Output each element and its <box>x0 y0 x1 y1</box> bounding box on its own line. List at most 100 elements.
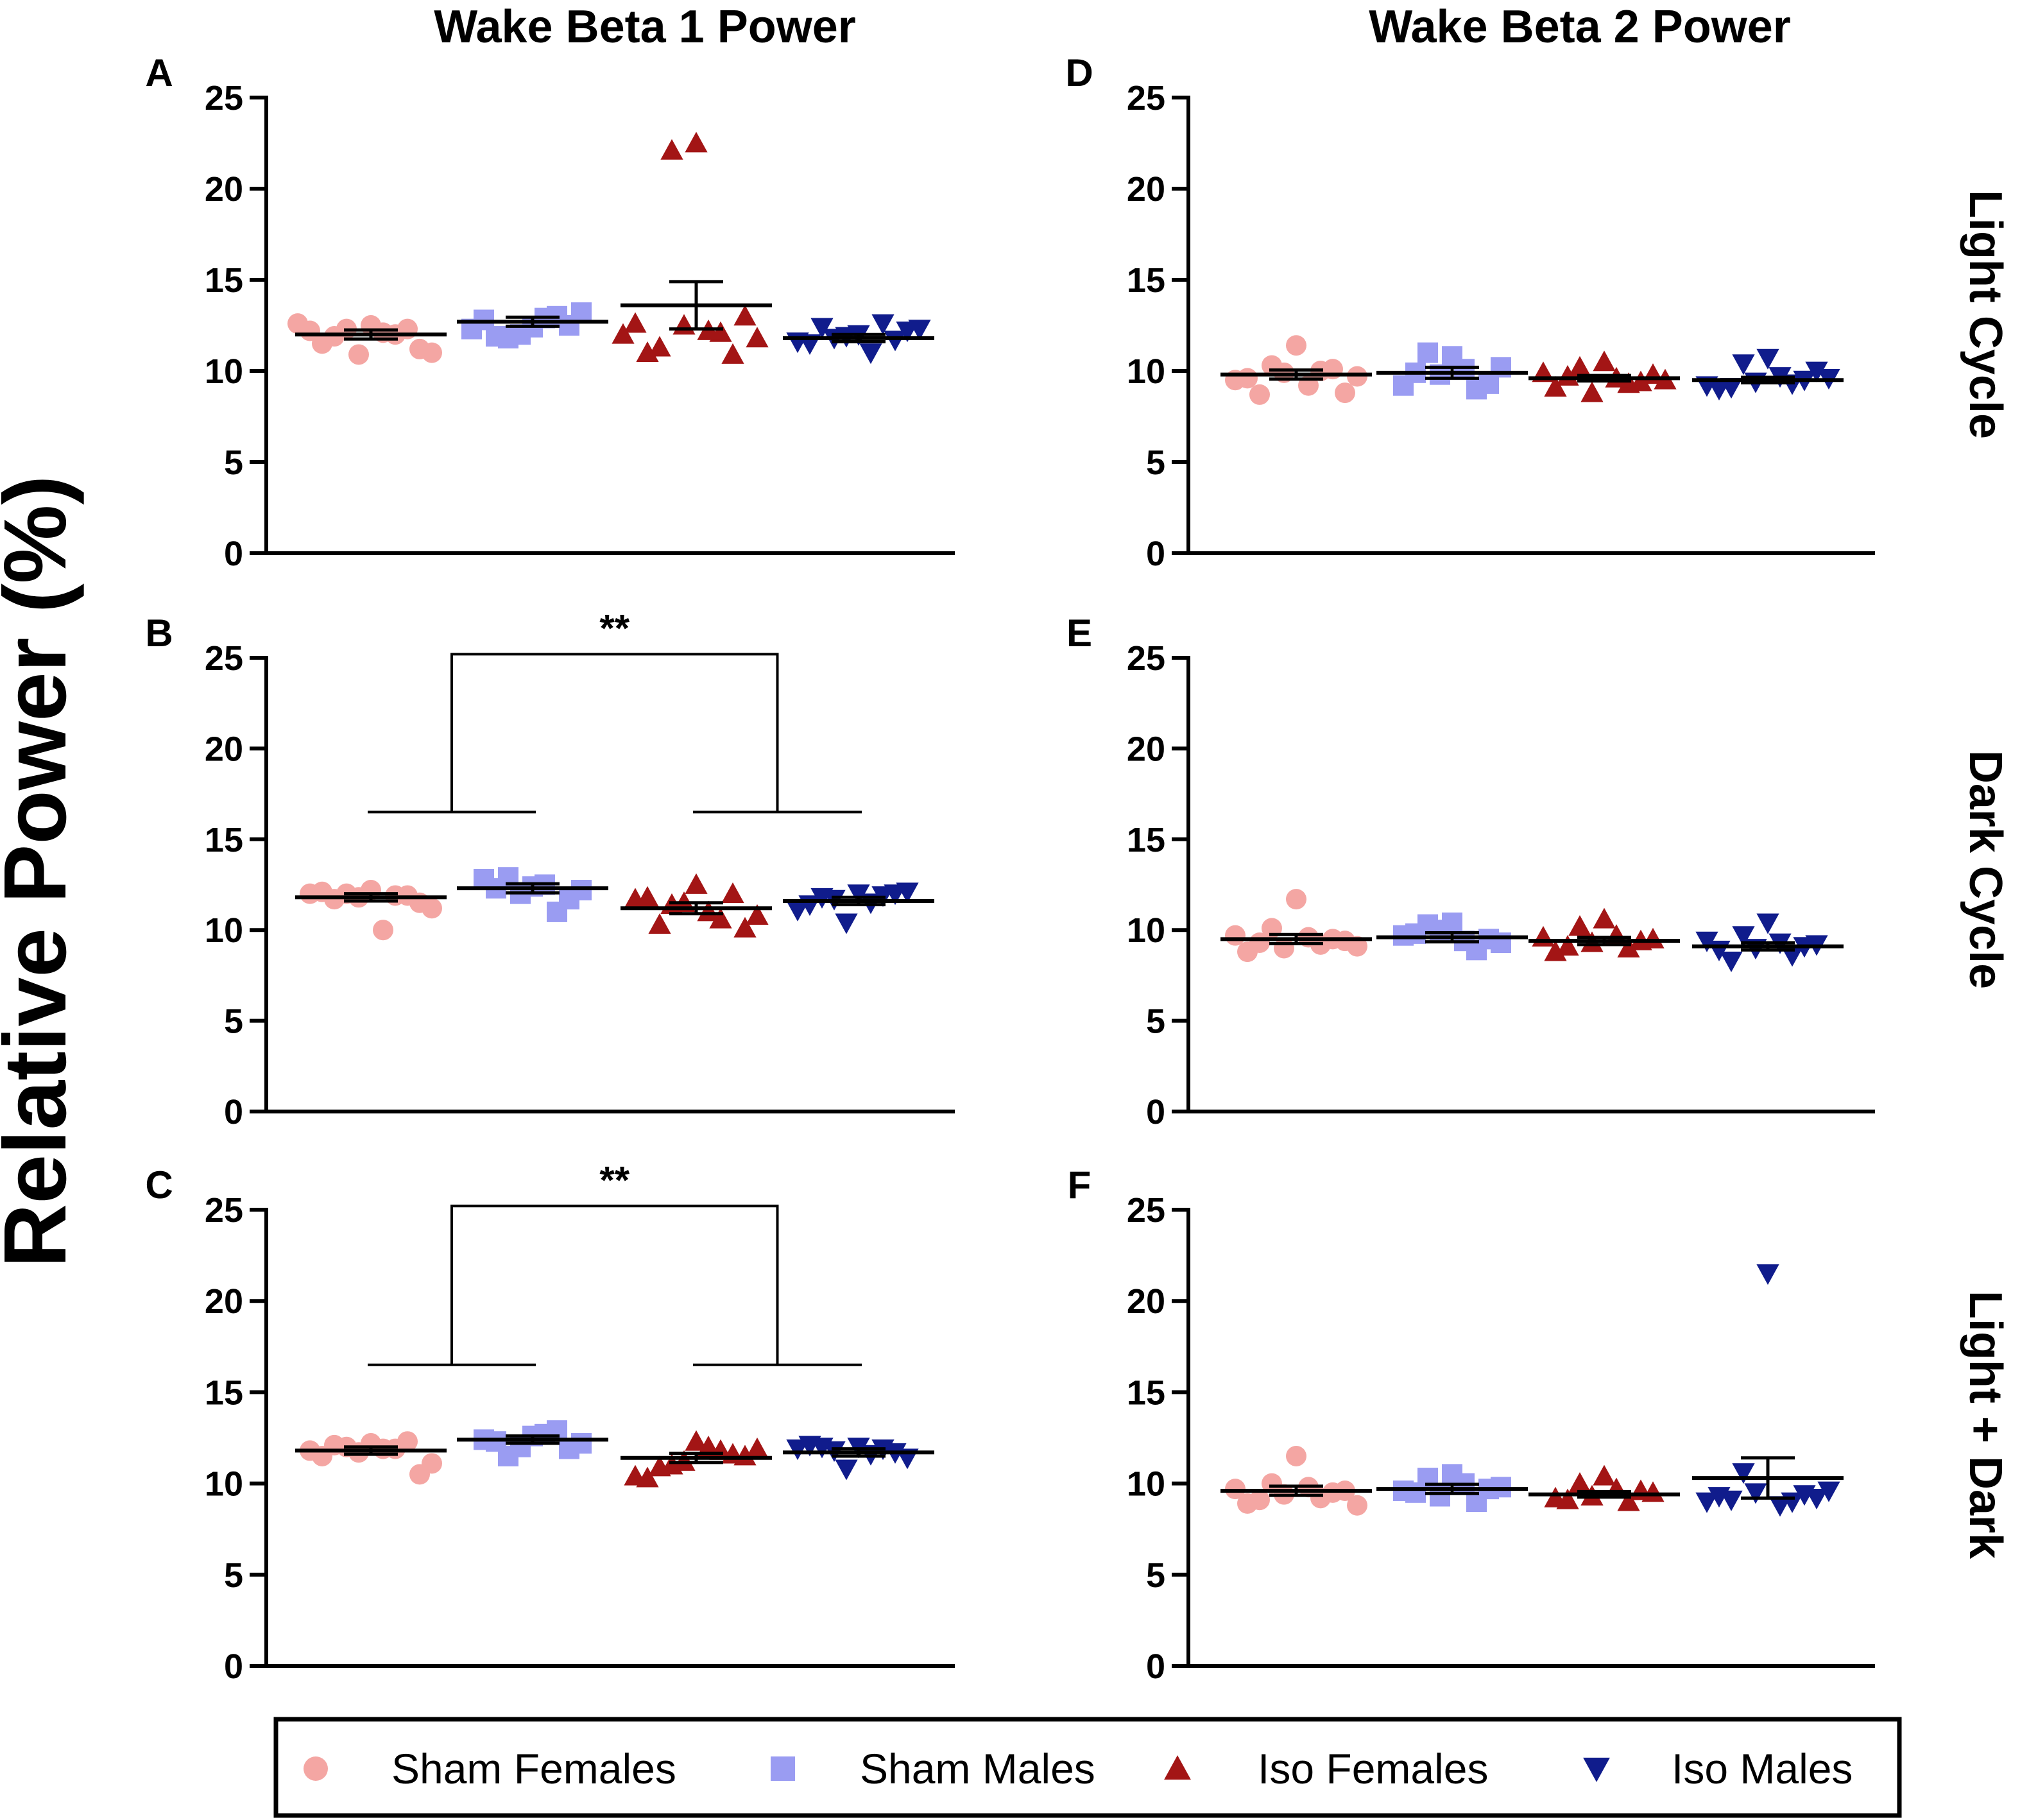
panel-f-y-tick-label: 0 <box>1146 1647 1165 1686</box>
data-point <box>1335 382 1355 404</box>
panel-b-letter: B <box>145 612 173 655</box>
data-point <box>1805 1488 1828 1509</box>
data-point <box>1478 373 1499 394</box>
data-point <box>871 314 895 335</box>
panel-a-y-tick-label: 25 <box>205 79 243 117</box>
data-point <box>1629 370 1652 391</box>
panel-c-y-tick-label: 0 <box>224 1647 243 1686</box>
panel-b-sig-bracket <box>450 653 779 812</box>
data-point <box>1732 354 1755 375</box>
legend-marker-sham-females <box>304 1756 328 1781</box>
data-point <box>786 1439 809 1461</box>
panel-b: B 0 5 10 15 20 25 ** <box>145 606 955 1131</box>
panel-d-y-tick-label: 20 <box>1127 170 1165 209</box>
data-point <box>648 1455 671 1477</box>
data-point <box>1593 350 1616 372</box>
data-point <box>859 343 882 365</box>
data-point <box>1568 914 1591 936</box>
data-point <box>648 336 671 357</box>
panel-f-y-tick-label: 10 <box>1127 1465 1165 1504</box>
data-point <box>697 1436 720 1457</box>
data-point <box>422 1453 442 1474</box>
data-point <box>1768 1496 1792 1517</box>
panel-b-series-iso-females <box>621 873 772 938</box>
data-point <box>835 1459 858 1481</box>
column-title-beta1: Wake Beta 1 Power <box>434 1 856 53</box>
panel-e-letter: E <box>1066 612 1092 655</box>
data-point <box>624 1464 647 1486</box>
legend-item-iso-females: Iso Females <box>1164 1745 1488 1792</box>
panel-a-series-sham-females <box>287 313 447 365</box>
panel-c-y-tick-label: 15 <box>205 1373 243 1412</box>
legend-items: Sham Females Sham Males Iso Females Iso Mal… <box>304 1745 1853 1792</box>
panel-d-y-tick-label: 15 <box>1127 261 1165 300</box>
data-point <box>786 900 809 922</box>
data-point <box>422 898 442 919</box>
panel-c-y-tick-label: 20 <box>205 1282 243 1321</box>
panel-e-y-tick-label: 25 <box>1127 639 1165 678</box>
legend-item-sham-males: Sham Males <box>771 1745 1095 1792</box>
data-point <box>648 913 671 934</box>
data-point <box>1568 356 1591 377</box>
panel-e-series-iso-males <box>1692 913 1844 972</box>
panel-d-series-iso-males <box>1692 348 1844 400</box>
data-point <box>1544 375 1567 397</box>
panel-c-series-iso-females <box>621 1430 772 1488</box>
legend: Sham Females Sham Males Iso Females Iso Mal… <box>273 1717 1902 1818</box>
data-point <box>1249 384 1270 405</box>
panel-a-y-tick-label: 15 <box>205 261 243 300</box>
y-axis-title: Relative Power (%) <box>0 476 85 1268</box>
panel-c-y-tick-label: 25 <box>205 1191 243 1230</box>
panel-c-series-sham-females <box>295 1431 447 1485</box>
panel-c-sig-bracket <box>450 1205 779 1365</box>
panel-b-series-iso-males <box>783 882 934 934</box>
panel-b-y-tick-label: 0 <box>224 1093 243 1131</box>
panel-b-y-tick-label: 25 <box>205 639 243 678</box>
panel-a-y-tick-label: 5 <box>224 443 243 482</box>
panel-f-series-sham-females <box>1220 1445 1372 1516</box>
data-point <box>810 888 834 909</box>
data-point <box>1405 1482 1426 1503</box>
panel-e-y-tick-label: 15 <box>1127 821 1165 859</box>
data-point <box>1286 335 1306 356</box>
row-label-light: Light Cycle <box>1960 190 2011 439</box>
data-point <box>422 342 442 363</box>
data-point <box>847 884 870 906</box>
legend-label-iso-males: Iso Males <box>1672 1745 1853 1792</box>
data-point <box>810 318 834 339</box>
data-point <box>1744 1483 1767 1504</box>
data-point <box>624 888 647 909</box>
data-point <box>300 883 320 904</box>
panel-f-series-iso-females <box>1528 1464 1680 1511</box>
data-point <box>733 916 757 938</box>
data-point <box>1347 936 1367 957</box>
legend-marker-iso-females <box>1164 1755 1191 1780</box>
panel-a-letter: A <box>145 51 173 94</box>
panel-e: E 0 5 10 15 20 25 <box>1066 612 1875 1131</box>
data-point <box>636 341 659 362</box>
data-point <box>1593 1464 1616 1486</box>
data-point <box>612 323 635 344</box>
data-point <box>835 913 858 934</box>
data-point <box>746 1437 769 1458</box>
data-point <box>559 315 579 336</box>
data-point <box>1695 1492 1718 1513</box>
panel-d-y-tick-label: 25 <box>1127 79 1165 117</box>
data-point <box>1347 1495 1367 1516</box>
panel-f-y-tick-label: 20 <box>1127 1282 1165 1321</box>
panel-c-series-sham-males <box>457 1420 608 1466</box>
panel-e-y-tick-label: 20 <box>1127 730 1165 768</box>
data-point <box>1732 1463 1755 1484</box>
panel-b-y-tick-label: 20 <box>205 730 243 768</box>
legend-item-iso-males: Iso Males <box>1583 1745 1853 1792</box>
data-point <box>373 920 393 941</box>
panel-c-y-tick-label: 10 <box>205 1465 243 1504</box>
data-point <box>660 139 683 160</box>
panel-d-series-sham-males <box>1376 342 1528 400</box>
data-point <box>1286 889 1306 910</box>
data-point <box>1286 1445 1306 1466</box>
data-point <box>746 327 769 348</box>
legend-marker-sham-males <box>771 1756 795 1781</box>
data-point <box>1756 913 1779 934</box>
